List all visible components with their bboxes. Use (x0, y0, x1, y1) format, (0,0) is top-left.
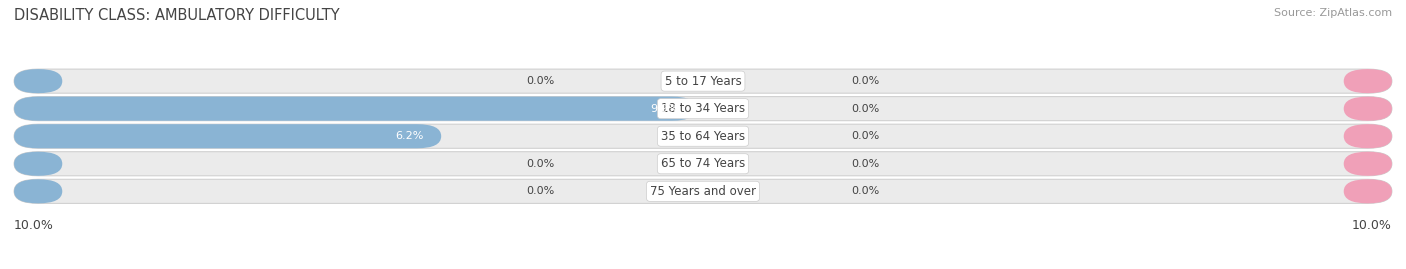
Text: 6.2%: 6.2% (395, 131, 425, 141)
Text: 18 to 34 Years: 18 to 34 Years (661, 102, 745, 115)
Text: 65 to 74 Years: 65 to 74 Years (661, 157, 745, 170)
Text: 0.0%: 0.0% (851, 104, 879, 114)
FancyBboxPatch shape (1344, 152, 1392, 176)
Text: 10.0%: 10.0% (14, 219, 53, 232)
Text: 0.0%: 0.0% (851, 131, 879, 141)
FancyBboxPatch shape (1344, 179, 1392, 203)
FancyBboxPatch shape (14, 69, 62, 93)
Text: 0.0%: 0.0% (527, 76, 555, 86)
FancyBboxPatch shape (14, 97, 696, 121)
Text: 9.9%: 9.9% (651, 104, 679, 114)
FancyBboxPatch shape (1344, 97, 1392, 121)
Text: 0.0%: 0.0% (851, 186, 879, 196)
Text: DISABILITY CLASS: AMBULATORY DIFFICULTY: DISABILITY CLASS: AMBULATORY DIFFICULTY (14, 8, 340, 23)
FancyBboxPatch shape (14, 69, 1392, 93)
FancyBboxPatch shape (14, 152, 1392, 176)
FancyBboxPatch shape (14, 179, 62, 203)
Text: 35 to 64 Years: 35 to 64 Years (661, 130, 745, 143)
FancyBboxPatch shape (14, 152, 62, 176)
FancyBboxPatch shape (1344, 69, 1392, 93)
FancyBboxPatch shape (14, 124, 1392, 148)
FancyBboxPatch shape (14, 124, 441, 148)
Text: 10.0%: 10.0% (1353, 219, 1392, 232)
FancyBboxPatch shape (14, 179, 1392, 203)
Text: 0.0%: 0.0% (851, 76, 879, 86)
Text: 0.0%: 0.0% (527, 159, 555, 169)
Text: 5 to 17 Years: 5 to 17 Years (665, 75, 741, 88)
FancyBboxPatch shape (1344, 124, 1392, 148)
Text: 75 Years and over: 75 Years and over (650, 185, 756, 198)
Text: Source: ZipAtlas.com: Source: ZipAtlas.com (1274, 8, 1392, 18)
Text: 0.0%: 0.0% (527, 186, 555, 196)
FancyBboxPatch shape (14, 97, 1392, 121)
Text: 0.0%: 0.0% (851, 159, 879, 169)
